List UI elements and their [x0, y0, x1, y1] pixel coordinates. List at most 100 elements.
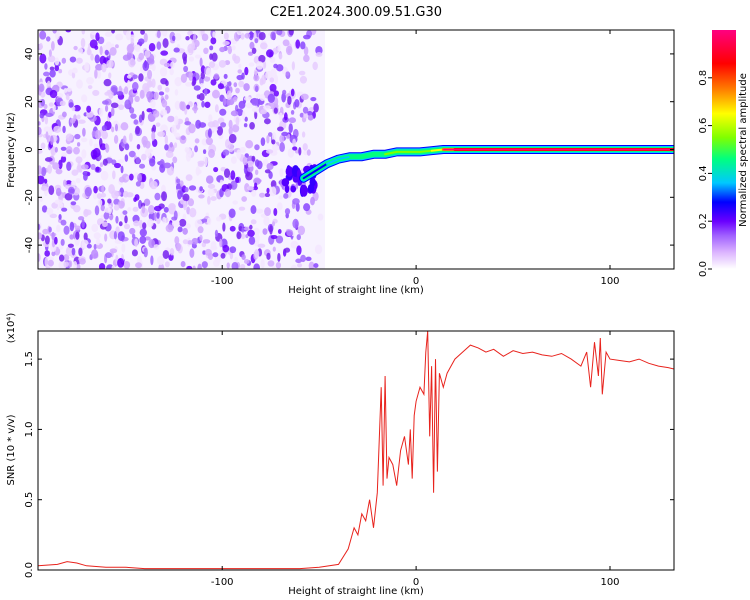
noise-speckle: [169, 141, 174, 148]
noise-speckle: [127, 43, 134, 53]
noise-speckle: [67, 243, 74, 248]
noise-speckle: [210, 196, 217, 202]
colorbar-tick-label: 0.0: [698, 261, 709, 277]
noise-speckle: [100, 192, 107, 198]
noise-speckle: [294, 98, 300, 108]
noise-speckle: [123, 86, 129, 95]
noise-speckle: [141, 110, 145, 121]
noise-speckle: [180, 73, 188, 83]
noise-speckle: [96, 192, 102, 200]
noise-speckle: [62, 125, 66, 134]
noise-speckle: [49, 213, 58, 219]
colorbar-tick-label: 0.6: [698, 118, 709, 134]
noise-speckle: [189, 207, 197, 218]
noise-speckle: [95, 63, 103, 71]
noise-speckle: [260, 137, 266, 146]
noise-speckle: [131, 249, 138, 257]
noise-speckle: [81, 149, 87, 159]
noise-speckle: [297, 225, 306, 236]
noise-speckle: [41, 166, 47, 177]
noise-speckle: [203, 76, 211, 82]
noise-speckle: [111, 265, 116, 269]
noise-speckle: [225, 86, 230, 92]
noise-speckle: [271, 139, 276, 145]
noise-speckle: [132, 206, 139, 212]
noise-speckle: [84, 62, 90, 72]
noise-speckle: [123, 223, 131, 230]
noise-speckle: [100, 170, 109, 181]
noise-speckle: [254, 144, 260, 151]
noise-speckle: [80, 137, 88, 143]
noise-speckle: [134, 44, 141, 52]
noise-speckle: [48, 126, 53, 137]
noise-speckle: [141, 205, 146, 214]
noise-speckle: [66, 161, 72, 171]
noise-speckle: [75, 156, 83, 164]
noise-speckle: [61, 207, 68, 212]
noise-speckle: [249, 224, 253, 230]
noise-speckle: [153, 205, 162, 212]
noise-speckle: [254, 232, 260, 243]
noise-speckle: [104, 143, 109, 149]
noise-speckle: [230, 180, 238, 190]
noise-speckle: [205, 175, 214, 184]
noise-speckle: [285, 45, 293, 56]
noise-speckle: [142, 139, 147, 148]
noise-speckle: [56, 224, 61, 233]
noise-speckle: [166, 165, 175, 176]
noise-speckle: [138, 52, 145, 61]
noise-speckle: [154, 192, 161, 201]
noise-speckle: [92, 147, 101, 158]
noise-speckle: [305, 256, 312, 262]
noise-speckle: [254, 182, 258, 188]
noise-speckle: [270, 31, 276, 41]
noise-speckle: [317, 213, 324, 221]
noise-speckle: [164, 135, 169, 145]
noise-speckle: [282, 89, 287, 96]
noise-speckle: [229, 225, 236, 232]
noise-speckle: [89, 138, 93, 147]
noise-speckle: [165, 80, 169, 87]
noise-speckle: [263, 216, 270, 226]
noise-speckle: [44, 189, 48, 197]
noise-speckle: [139, 235, 147, 244]
noise-speckle: [172, 156, 178, 164]
noise-speckle: [146, 148, 153, 153]
noise-speckle: [109, 248, 118, 254]
noise-speckle: [139, 228, 147, 237]
noise-speckle: [213, 259, 220, 267]
noise-speckle: [65, 146, 73, 155]
noise-speckle: [40, 185, 48, 191]
noise-speckle: [162, 216, 167, 224]
noise-speckle: [49, 89, 58, 99]
noise-speckle: [283, 112, 288, 121]
noise-speckle: [99, 162, 104, 167]
noise-speckle: [197, 226, 204, 234]
noise-speckle: [93, 243, 97, 250]
noise-speckle: [245, 171, 253, 181]
noise-speckle: [290, 240, 299, 249]
noise-speckle: [163, 162, 172, 169]
noise-speckle: [50, 41, 55, 51]
noise-speckle: [237, 69, 243, 74]
noise-speckle: [202, 149, 207, 154]
noise-speckle: [253, 74, 260, 82]
noise-speckle: [116, 99, 124, 105]
noise-speckle: [38, 121, 41, 126]
noise-speckle: [210, 241, 217, 250]
noise-speckle: [226, 98, 231, 106]
noise-speckle: [44, 63, 48, 70]
noise-speckle: [187, 198, 195, 207]
noise-speckle: [266, 162, 274, 171]
noise-speckle: [241, 254, 246, 260]
noise-speckle: [65, 94, 70, 101]
noise-speckle: [148, 204, 155, 215]
noise-speckle: [91, 249, 99, 259]
noise-speckle: [90, 53, 94, 61]
noise-speckle: [102, 100, 109, 105]
noise-speckle: [156, 41, 162, 50]
noise-speckle: [247, 51, 254, 56]
noise-speckle: [55, 168, 63, 175]
noise-speckle: [70, 118, 76, 124]
noise-speckle: [199, 57, 203, 67]
